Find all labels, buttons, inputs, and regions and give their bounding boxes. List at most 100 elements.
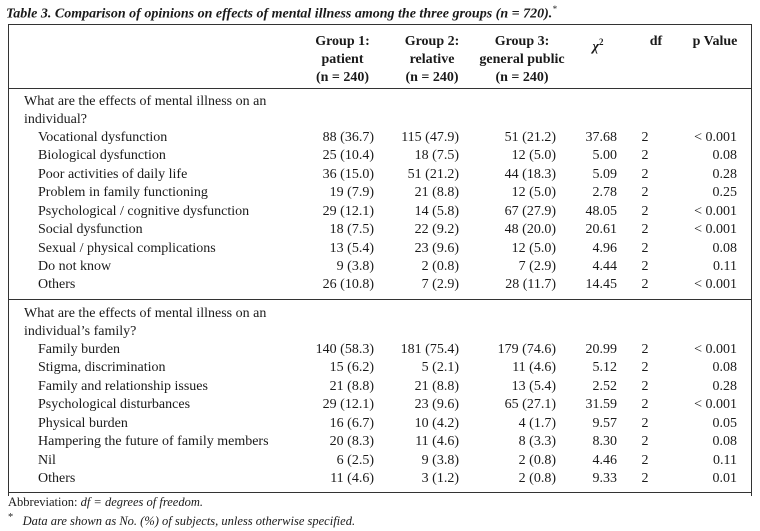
- cell-g2: 18 (7.5): [414, 148, 459, 163]
- cell-g1: 11 (4.6): [330, 471, 374, 486]
- left-border: [8, 24, 9, 496]
- row-label: Hampering the future of family members: [38, 434, 269, 449]
- table-title: Table 3. Comparison of opinions on effec…: [6, 4, 557, 23]
- table-row: Poor activities of daily life 36 (15.0) 51…: [0, 166, 760, 184]
- header-rule: [8, 88, 752, 89]
- table-row: Sexual / physical complications 13 (5.4) 2…: [0, 240, 760, 258]
- cell-g1: 88 (36.7): [322, 130, 374, 145]
- header-group2: Group 2: relative (n = 240): [393, 33, 471, 87]
- cell-p: < 0.001: [694, 222, 737, 237]
- cell-p: 0.01: [712, 471, 738, 486]
- table-row: Physical burden 16 (6.7) 10 (4.2) 4 (1.7) 9.…: [0, 415, 760, 433]
- abbreviation-label: Abbreviation:: [8, 495, 81, 509]
- header-group3: Group 3: general public (n = 240): [470, 33, 574, 87]
- section-1-question: What are the effects of mental illness o…: [24, 94, 267, 127]
- table-row: Hampering the future of family members 20…: [0, 433, 760, 451]
- table-row: Others 26 (10.8) 7 (2.9) 28 (11.7) 14.45 2 < 0…: [0, 276, 760, 294]
- cell-chi: 9.57: [592, 416, 618, 431]
- cell-df: 2: [641, 453, 649, 468]
- cell-p: 0.08: [712, 148, 738, 163]
- header-group2-line3: (n = 240): [405, 70, 459, 85]
- cell-g3: 11 (4.6): [512, 360, 556, 375]
- cell-df: 2: [641, 222, 649, 237]
- row-label: Problem in family functioning: [38, 185, 208, 200]
- cell-chi: 4.96: [592, 241, 618, 256]
- cell-g3: 12 (5.0): [511, 241, 556, 256]
- cell-p: 0.11: [713, 453, 737, 468]
- right-border: [751, 24, 752, 496]
- cell-p: < 0.001: [694, 277, 737, 292]
- cell-df: 2: [641, 416, 649, 431]
- row-label: Do not know: [38, 259, 112, 274]
- data-footnote: * Data are shown as No. (%) of subjects,…: [8, 512, 355, 529]
- cell-df: 2: [641, 277, 649, 292]
- abbreviation-text: df = degrees of freedom.: [80, 495, 203, 509]
- header-group2-line2: relative: [409, 52, 455, 67]
- row-label: Psychological / cognitive dysfunction: [38, 204, 250, 219]
- cell-p: < 0.001: [694, 397, 737, 412]
- cell-g3: 51 (21.2): [504, 130, 556, 145]
- cell-df: 2: [641, 241, 649, 256]
- data-footnote-mark: *: [8, 512, 14, 523]
- header-chi-square: χ2: [578, 33, 618, 57]
- cell-p: 0.08: [712, 241, 738, 256]
- cell-chi: 14.45: [585, 277, 618, 292]
- header-df: df: [638, 33, 674, 51]
- cell-g2: 7 (2.9): [421, 277, 459, 292]
- row-label: Poor activities of daily life: [38, 167, 188, 182]
- section-2-question: What are the effects of mental illness o…: [24, 306, 267, 339]
- cell-p: < 0.001: [694, 204, 737, 219]
- cell-chi: 4.44: [592, 259, 618, 274]
- cell-g2: 181 (75.4): [400, 342, 459, 357]
- row-label: Others: [38, 277, 76, 292]
- cell-g1: 29 (12.1): [322, 397, 374, 412]
- row-label: Nil: [38, 453, 56, 468]
- cell-chi: 2.52: [592, 379, 618, 394]
- cell-chi: 5.00: [592, 148, 618, 163]
- cell-g2: 22 (9.2): [414, 222, 459, 237]
- cell-df: 2: [641, 167, 649, 182]
- cell-chi: 20.99: [585, 342, 618, 357]
- title-footnote-mark: *: [552, 4, 557, 14]
- bottom-rule: [8, 492, 752, 493]
- table-row: Problem in family functioning 19 (7.9) 21 …: [0, 184, 760, 202]
- header-group3-line3: (n = 240): [495, 70, 549, 85]
- table-row: Stigma, discrimination 15 (6.2) 5 (2.1) 11 …: [0, 359, 760, 377]
- cell-chi: 9.33: [592, 471, 618, 486]
- row-label: Social dysfunction: [38, 222, 143, 237]
- table-row: Others 11 (4.6) 3 (1.2) 2 (0.8) 9.33 2 0.01: [0, 470, 760, 488]
- cell-df: 2: [641, 259, 649, 274]
- cell-g3: 13 (5.4): [511, 379, 556, 394]
- table-row: Psychological disturbances 29 (12.1) 23 (9…: [0, 396, 760, 414]
- cell-g2: 9 (3.8): [421, 453, 459, 468]
- row-label: Family burden: [38, 342, 121, 357]
- cell-g1: 20 (8.3): [329, 434, 374, 449]
- cell-g3: 12 (5.0): [511, 148, 556, 163]
- cell-g3: 2 (0.8): [518, 453, 556, 468]
- row-label: Psychological disturbances: [38, 397, 191, 412]
- cell-g3: 7 (2.9): [518, 259, 556, 274]
- cell-p: 0.08: [712, 434, 738, 449]
- cell-g3: 8 (3.3): [518, 434, 556, 449]
- cell-g3: 4 (1.7): [518, 416, 556, 431]
- cell-g3: 65 (27.1): [504, 397, 556, 412]
- header-p-value-text: p Value: [692, 34, 738, 49]
- abbreviation-note: Abbreviation: df = degrees of freedom.: [8, 495, 203, 510]
- cell-g3: 2 (0.8): [518, 471, 556, 486]
- cell-df: 2: [641, 342, 649, 357]
- cell-chi: 20.61: [585, 222, 618, 237]
- cell-chi: 37.68: [585, 130, 618, 145]
- cell-g1: 19 (7.9): [329, 185, 374, 200]
- top-rule: [8, 24, 752, 25]
- cell-p: < 0.001: [694, 342, 737, 357]
- cell-g1: 36 (15.0): [322, 167, 374, 182]
- cell-g3: 67 (27.9): [504, 204, 556, 219]
- cell-g2: 5 (2.1): [421, 360, 459, 375]
- cell-p: 0.25: [712, 185, 738, 200]
- table-row: Family burden 140 (58.3) 181 (75.4) 179 (74…: [0, 341, 760, 359]
- header-chi-superscript: 2: [599, 37, 604, 47]
- cell-p: 0.08: [712, 360, 738, 375]
- cell-g1: 18 (7.5): [329, 222, 374, 237]
- cell-g1: 9 (3.8): [336, 259, 374, 274]
- cell-g2: 3 (1.2): [421, 471, 459, 486]
